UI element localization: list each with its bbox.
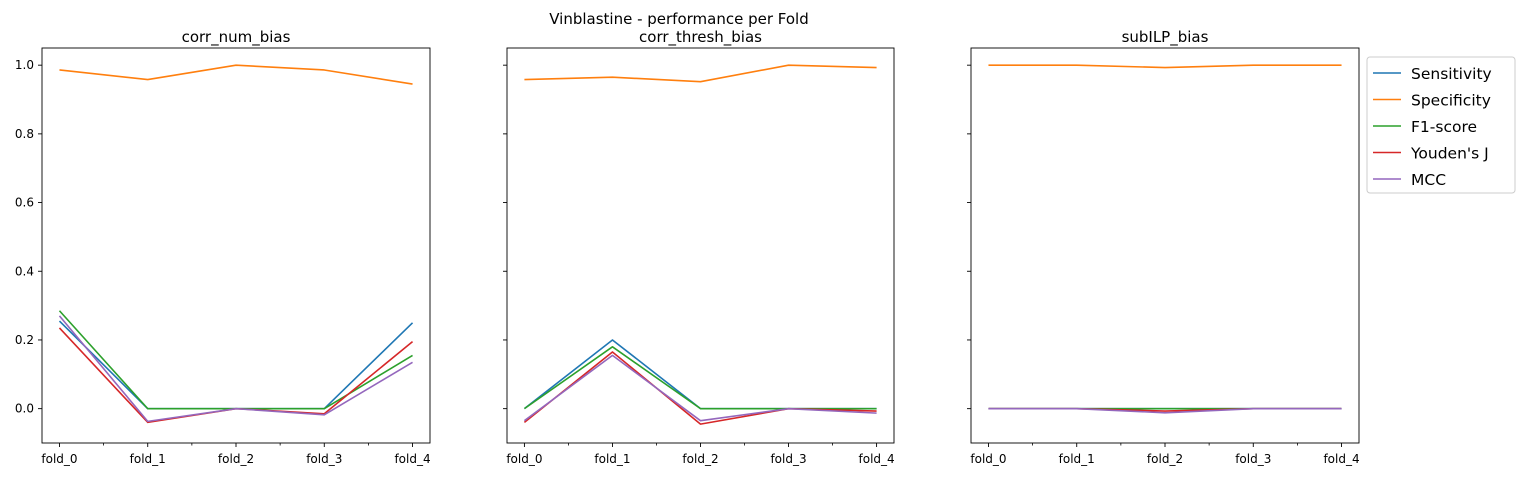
legend-label-specificity: Specificity: [1411, 92, 1491, 110]
x-tick-label: fold_0: [970, 452, 1006, 466]
series-line-f1-score: [523, 346, 877, 410]
panel-corr-num-bias: corr_num_bias 0.0 0.2 0.4 0.6 0.8 1.0 fold_0 fol…: [15, 28, 431, 466]
y-tick-label: 0.4: [15, 264, 34, 278]
x-tick-label: fold_1: [130, 452, 166, 466]
series-line-youden-s-j: [523, 351, 877, 425]
panel-title: subILP_bias: [1122, 28, 1209, 47]
series-line-mcc: [58, 315, 413, 423]
panel-title: corr_num_bias: [182, 28, 291, 47]
x-tick-label: fold_1: [1059, 452, 1095, 466]
axes-frame: [41, 47, 431, 444]
y-tick-label: 0.0: [15, 402, 34, 416]
x-tick-label: fold_2: [1147, 452, 1183, 466]
panel-corr-thresh-bias: corr_thresh_bias fold_0 fold_1 fold_2 fold_3…: [503, 28, 895, 466]
y-tick-label: 0.2: [15, 333, 34, 347]
series-line-mcc: [523, 354, 877, 422]
y-tick-label: 0.6: [15, 196, 34, 210]
legend-label-sensitivity: Sensitivity: [1411, 65, 1492, 83]
figure-title: Vinblastine - performance per Fold: [549, 10, 809, 28]
series-line-sensitivity: [58, 320, 414, 410]
legend-label-youden-s-j: Youden's J: [1410, 145, 1489, 163]
legend-label-mcc: MCC: [1411, 171, 1446, 189]
x-tick-label: fold_3: [1235, 452, 1271, 466]
series-line-specificity: [59, 64, 413, 85]
series-line-specificity: [524, 64, 877, 83]
x-tick-label: fold_4: [394, 452, 430, 466]
y-tick-label: 1.0: [15, 58, 34, 72]
panel-subilp-bias: subILP_bias fold_0 fold_1 fold_2 fold_3 fold_…: [967, 28, 1360, 466]
x-tick-label: fold_3: [306, 452, 342, 466]
y-tick-label: 0.8: [15, 127, 34, 141]
series-line-sensitivity: [523, 339, 877, 410]
x-tick-label: fold_4: [859, 452, 895, 466]
x-tick-label: fold_0: [41, 452, 77, 466]
x-tick-label: fold_1: [594, 452, 630, 466]
legend-box: [1366, 56, 1516, 194]
x-tick-label: fold_2: [218, 452, 254, 466]
panel-title: corr_thresh_bias: [639, 28, 762, 47]
x-tick-label: fold_2: [682, 452, 718, 466]
legend-label-f1-score: F1-score: [1411, 118, 1477, 136]
legend: Sensitivity Specificity F1-score Youden's J…: [1366, 56, 1516, 194]
x-tick-label: fold_4: [1323, 452, 1359, 466]
axes-frame: [506, 47, 895, 444]
x-tick-label: fold_3: [770, 452, 806, 466]
x-tick-label: fold_0: [506, 452, 542, 466]
series-line-mcc: [988, 407, 1342, 414]
series-line-specificity: [988, 64, 1342, 69]
axes-frame: [970, 47, 1360, 444]
